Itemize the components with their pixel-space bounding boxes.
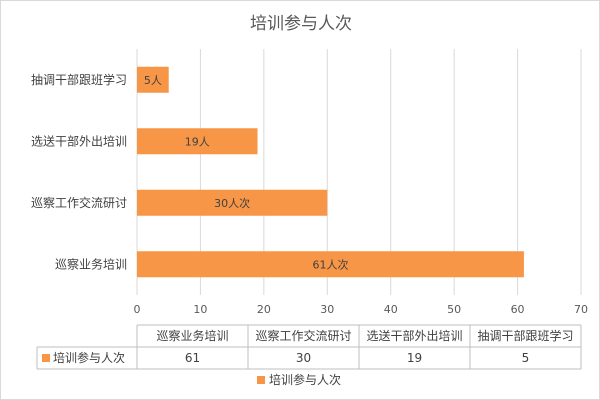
x-tick-label: 20 [257,303,271,316]
table-value-cell: 30 [296,351,311,365]
table-header-cell: 抽调干部跟班学习 [477,328,573,343]
category-label: 巡察业务培训 [55,256,127,271]
bar-data-label: 30人次 [214,196,250,210]
bars: 61人次 30人次 19人 5人 [137,66,524,278]
table-header-cell: 巡察业务培训 [156,328,228,343]
table-header-cell: 选送干部外出培训 [366,328,462,343]
x-tick-labels: 0 10 20 30 40 50 60 70 [134,303,589,316]
table-row-header: 培训参与人次 [53,350,125,365]
x-tick-label: 0 [134,303,141,316]
bar-0 [137,251,524,278]
legend: 培训参与人次 [257,372,341,387]
category-label: 抽调干部跟班学习 [31,72,127,87]
x-tick-label: 10 [193,303,207,316]
bar-1 [137,189,328,216]
x-tick-label: 60 [511,303,525,316]
table-value-cell: 19 [407,351,422,365]
bar-data-label: 5人 [144,74,162,87]
x-tick-label: 70 [574,303,588,316]
x-tick-label: 40 [384,303,398,316]
table-value-cell: 61 [185,351,200,365]
bar-data-label: 19人 [185,135,210,148]
bar-3 [137,66,169,93]
legend-swatch [257,376,265,384]
table-series-swatch [42,354,50,362]
table-value-cell: 5 [522,351,530,365]
gridlines [136,49,582,295]
category-label: 巡察工作交流研讨 [31,195,127,210]
legend-label: 培训参与人次 [269,372,341,387]
chart-title: 培训参与人次 [250,14,352,34]
x-tick-label: 30 [320,303,334,316]
x-tick-label: 50 [447,303,461,316]
category-label: 选送干部外出培训 [31,133,127,148]
bar-data-label: 61人次 [312,257,348,271]
bar-2 [137,128,258,155]
table-header-cell: 巡察工作交流研讨 [255,328,351,343]
